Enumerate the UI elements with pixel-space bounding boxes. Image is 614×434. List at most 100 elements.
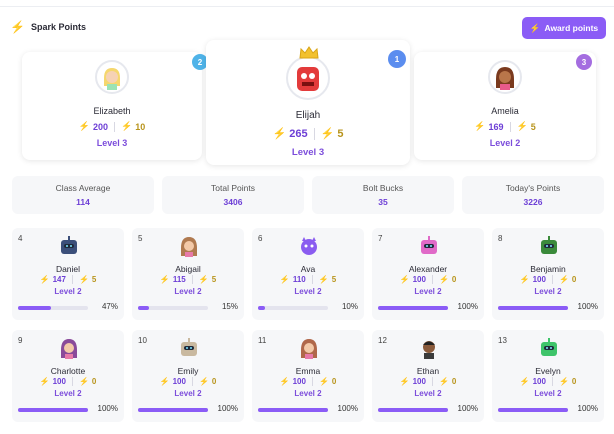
podium-second[interactable]: 2 Elizabeth ⚡ 200 ⚡ 10 Level 3 [22, 52, 208, 160]
points-row: ⚡ 115 ⚡ 5 [132, 275, 244, 284]
podium-third[interactable]: 3 Amelia ⚡ 169 ⚡ 5 Level 2 [414, 52, 596, 160]
progress-percent: 100% [217, 404, 238, 413]
bolt-icon: ⚡ [78, 121, 90, 131]
rank-number: 11 [258, 336, 267, 345]
progress-bar [498, 306, 568, 310]
points-value: 100 [412, 377, 426, 386]
stat-label: Bolt Bucks [362, 183, 404, 193]
robot-icon [541, 236, 557, 254]
divider [551, 275, 553, 284]
divider [114, 121, 115, 132]
student-card[interactable]: 5 Abigail ⚡ 115 ⚡ 5 Level 2 15% [132, 228, 244, 320]
rank-number: 13 [498, 336, 507, 345]
divider [311, 377, 313, 386]
stat-value: 114 [76, 197, 90, 207]
rank-number: 8 [498, 234, 503, 243]
level-label: Level 2 [534, 389, 562, 398]
student-name: Ethan [416, 366, 440, 376]
progress-fill [258, 306, 265, 310]
progress-fill [498, 408, 568, 412]
points-row: ⚡ 100 ⚡ 0 [372, 377, 484, 386]
stat-value: 3406 [223, 197, 243, 207]
girl-icon [61, 339, 77, 359]
student-card[interactable]: 11 Emma ⚡ 100 ⚡ 0 Level 2 100% [252, 330, 364, 422]
student-name: Abigail [175, 264, 201, 274]
bolt-icon: ⚡ [399, 275, 410, 284]
divider [71, 377, 73, 386]
divider [311, 275, 313, 284]
progress-bar [138, 408, 208, 412]
student-card[interactable]: 4 Daniel ⚡ 147 ⚡ 5 Level 2 47% [12, 228, 124, 320]
rank-badge: 1 [388, 50, 406, 68]
points-value: 100 [412, 275, 426, 284]
bolt-bucks-icon: ⚡ [78, 377, 89, 386]
stat-label: Total Points [211, 183, 255, 193]
avatar [298, 337, 320, 359]
level-label: Level 2 [414, 287, 442, 296]
progress-fill [18, 306, 51, 310]
divider [551, 377, 553, 386]
progress-percent: 100% [457, 302, 478, 311]
progress-fill [138, 306, 149, 310]
level-label: Level 2 [489, 138, 521, 148]
rank-badge: 3 [576, 54, 592, 70]
points-row: ⚡ 100 ⚡ 0 [372, 275, 484, 284]
bucks-value: 5 [91, 275, 97, 284]
student-card[interactable]: 7 Alexander ⚡ 100 ⚡ 0 Level 2 100% [372, 228, 484, 320]
student-card[interactable]: 12 Ethan ⚡ 100 ⚡ 0 Level 2 100% [372, 330, 484, 422]
rank-number: 4 [18, 234, 23, 243]
progress-fill [378, 408, 448, 412]
robot-icon [541, 338, 557, 356]
points-row: ⚡ 200 ⚡ 10 [22, 121, 202, 132]
girl-icon [181, 237, 197, 257]
student-name: Daniel [55, 264, 81, 274]
student-card[interactable]: 13 Evelyn ⚡ 100 ⚡ 0 Level 2 100% [492, 330, 604, 422]
bucks-value: 5 [211, 275, 217, 284]
stat-value: 35 [378, 197, 388, 207]
podium-first[interactable]: 1 Elijah ⚡ 265 ⚡ 5 Level 3 [206, 40, 410, 165]
student-name: Benjamin [530, 264, 566, 274]
top-divider [0, 6, 614, 7]
student-name: Emily [177, 366, 199, 376]
bolt-bucks-icon: ⚡ [78, 275, 89, 284]
girl-icon [301, 339, 317, 359]
avatar [418, 235, 440, 257]
stat-class-average: Class Average 114 [12, 176, 154, 214]
bucks-value: 0 [571, 377, 577, 386]
robot-icon [61, 236, 77, 254]
divider [431, 275, 433, 284]
bolt-icon: ⚡ [474, 121, 486, 131]
student-card[interactable]: 6 Ava ⚡ 110 ⚡ 5 Level 2 10% [252, 228, 364, 320]
student-name: Amelia [491, 106, 519, 116]
bolt-bucks-icon: ⚡ [121, 121, 133, 131]
bucks-value: 5 [530, 121, 536, 132]
student-card[interactable]: 9 Charlotte ⚡ 100 ⚡ 0 Level 2 100% [12, 330, 124, 422]
rank-number: 7 [378, 234, 383, 243]
bolt-bucks-icon: ⚡ [438, 377, 449, 386]
progress-fill [138, 408, 208, 412]
progress-fill [18, 408, 88, 412]
stat-value: 3226 [523, 197, 543, 207]
points-row: ⚡ 100 ⚡ 0 [252, 377, 364, 386]
progress-bar [498, 408, 568, 412]
bolt-bucks-icon: ⚡ [438, 275, 449, 284]
rank-number: 5 [138, 234, 143, 243]
bolt-bucks-icon: ⚡ [198, 377, 209, 386]
student-card[interactable]: 8 Benjamin ⚡ 100 ⚡ 0 Level 2 100% [492, 228, 604, 320]
points-value: 147 [52, 275, 66, 284]
points-row: ⚡ 169 ⚡ 5 [414, 121, 596, 132]
bolt-bucks-icon: ⚡ [320, 128, 335, 140]
bucks-value: 5 [331, 275, 337, 284]
student-card[interactable]: 10 Emily ⚡ 100 ⚡ 0 Level 2 100% [132, 330, 244, 422]
progress-bar [378, 306, 448, 310]
bolt-icon: ⚡ [159, 275, 170, 284]
progress-fill [258, 408, 328, 412]
girl-icon [496, 67, 514, 90]
award-points-button[interactable]: ⚡ Award points [522, 17, 606, 39]
rank-number: 9 [18, 336, 23, 345]
progress-percent: 100% [97, 404, 118, 413]
points-value: 100 [172, 377, 186, 386]
page-header: ⚡ Spark Points [10, 20, 86, 34]
points-value: 200 [92, 121, 108, 132]
level-label: Level 2 [294, 287, 322, 296]
